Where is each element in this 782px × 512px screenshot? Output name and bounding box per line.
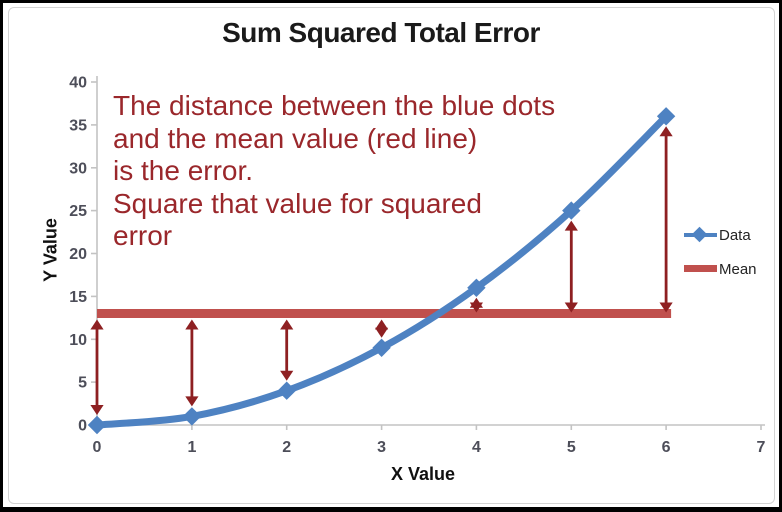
legend-item-data: Data — [684, 225, 757, 245]
legend: Data Mean — [684, 225, 757, 293]
data-point-marker — [372, 338, 391, 357]
legend-label-mean: Mean — [719, 260, 757, 278]
mean-series-swatch — [684, 259, 717, 279]
legend-item-mean: Mean — [684, 259, 757, 279]
plot-area: 0 5 10 15 20 25 30 35 40 0 1 2 3 4 5 6 7 — [69, 75, 766, 457]
data-point-marker — [277, 381, 296, 400]
y-tick-label: 5 — [78, 375, 87, 392]
y-tick-label: 40 — [69, 75, 87, 92]
annotation-text: The distance between the blue dots and th… — [113, 90, 555, 253]
annotation-line: and the mean value (red line) — [113, 122, 478, 154]
annotation-line: Square that value for squared — [113, 187, 482, 219]
error-arrow-head-up — [185, 319, 199, 330]
error-arrow-head-up — [375, 319, 389, 330]
x-tick-label: 6 — [662, 439, 671, 456]
x-tick-label: 3 — [377, 439, 386, 456]
x-tick-label: 2 — [282, 439, 291, 456]
data-point-marker — [87, 415, 107, 435]
error-arrow-head-up — [280, 319, 294, 330]
annotation-line: error — [113, 220, 173, 251]
y-tick-label: 30 — [69, 160, 87, 177]
x-tick-label: 5 — [567, 439, 576, 456]
y-tick-label: 35 — [69, 117, 87, 134]
annotation-line: is the error. — [113, 155, 254, 186]
y-axis-title: Y Value — [40, 218, 61, 282]
error-arrow-head-up — [90, 319, 104, 330]
error-arrow-head-down — [280, 370, 294, 381]
annotation-line: The distance between the blue dots — [113, 90, 556, 121]
legend-label-data: Data — [719, 226, 751, 244]
x-tick-label: 1 — [187, 439, 196, 456]
data-series-swatch — [684, 225, 717, 245]
data-point-marker — [182, 407, 202, 426]
data-point-marker — [656, 107, 676, 126]
x-tick-label: 4 — [472, 439, 481, 456]
error-arrow-head-up — [659, 126, 673, 137]
error-arrow-head-down — [185, 396, 199, 407]
error-arrow-head-down — [90, 405, 104, 415]
x-tick-label: 0 — [93, 439, 102, 456]
x-tick-label: 7 — [757, 439, 766, 456]
error-arrow-head-down — [375, 327, 389, 338]
chart-title: Sum Squared Total Error — [222, 17, 540, 48]
error-arrow-head-down — [564, 302, 578, 313]
data-point-marker — [562, 201, 581, 220]
y-tick-label: 20 — [69, 246, 87, 263]
error-arrow-head-up — [564, 220, 578, 231]
y-tick-label: 0 — [78, 418, 87, 435]
error-arrow-head-down — [469, 302, 483, 313]
mean-line-icon — [684, 265, 717, 272]
diamond-marker-icon — [691, 226, 708, 243]
data-point-marker — [467, 278, 486, 297]
y-tick-label: 25 — [69, 203, 87, 220]
y-tick-label: 10 — [69, 332, 87, 349]
y-tick-label: 15 — [69, 289, 87, 306]
x-axis-title: X Value — [390, 464, 456, 484]
error-arrow-head-down — [659, 302, 673, 313]
